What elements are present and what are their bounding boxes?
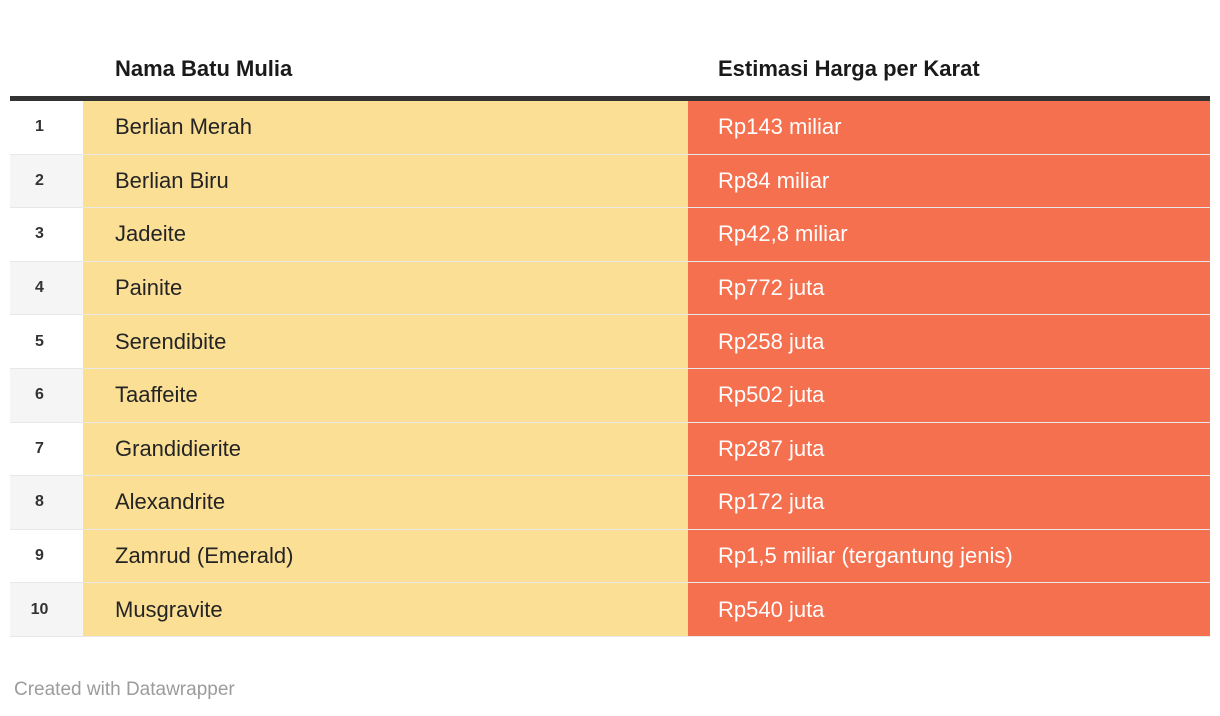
footer-credit: Created with Datawrapper bbox=[14, 679, 235, 700]
gemstone-name-cell: Berlian Merah bbox=[83, 101, 688, 154]
table-row: 9 Zamrud (Emerald) Rp1,5 miliar (tergant… bbox=[10, 529, 1210, 584]
price-cell: Rp540 juta bbox=[688, 583, 1210, 636]
price-cell: Rp772 juta bbox=[688, 261, 1210, 315]
gemstone-name-cell: Jadeite bbox=[83, 208, 688, 261]
price-cell: Rp84 miliar bbox=[688, 154, 1210, 208]
gemstone-name-cell: Berlian Biru bbox=[83, 154, 688, 208]
gemstone-name-cell: Alexandrite bbox=[83, 476, 688, 529]
rank-cell: 5 bbox=[10, 315, 83, 368]
price-cell: Rp42,8 miliar bbox=[688, 208, 1210, 261]
column-header-price: Estimasi Harga per Karat bbox=[718, 55, 980, 81]
table-row: 10 Musgravite Rp540 juta bbox=[10, 583, 1210, 637]
gemstone-name-cell: Serendibite bbox=[83, 315, 688, 368]
rank-cell: 3 bbox=[10, 208, 83, 261]
table-row: 7 Grandidierite Rp287 juta bbox=[10, 422, 1210, 477]
rank-cell: 4 bbox=[10, 261, 83, 315]
table-row: 5 Serendibite Rp258 juta bbox=[10, 315, 1210, 369]
table-row: 1 Berlian Merah Rp143 miliar bbox=[10, 101, 1210, 155]
table-row: 2 Berlian Biru Rp84 miliar bbox=[10, 154, 1210, 209]
gemstone-name-cell: Zamrud (Emerald) bbox=[83, 529, 688, 583]
rank-cell: 1 bbox=[10, 101, 83, 154]
table-row: 6 Taaffeite Rp502 juta bbox=[10, 368, 1210, 423]
rank-cell: 8 bbox=[10, 476, 83, 529]
price-cell: Rp143 miliar bbox=[688, 101, 1210, 154]
rank-cell: 6 bbox=[10, 368, 83, 422]
gemstone-name-cell: Grandidierite bbox=[83, 422, 688, 476]
price-cell: Rp287 juta bbox=[688, 422, 1210, 476]
column-header-name: Nama Batu Mulia bbox=[115, 55, 293, 81]
table-body: 1 Berlian Merah Rp143 miliar 2 Berlian B… bbox=[10, 101, 1210, 637]
gemstone-name-cell: Musgravite bbox=[83, 583, 688, 636]
table-row: 4 Painite Rp772 juta bbox=[10, 261, 1210, 316]
table-header-row: Nama Batu Mulia Estimasi Harga per Karat bbox=[10, 0, 1210, 96]
gemstone-name-cell: Taaffeite bbox=[83, 368, 688, 422]
price-cell: Rp502 juta bbox=[688, 368, 1210, 422]
table-row: 8 Alexandrite Rp172 juta bbox=[10, 476, 1210, 530]
price-cell: Rp172 juta bbox=[688, 476, 1210, 529]
header-rule bbox=[10, 96, 1210, 101]
rank-cell: 10 bbox=[10, 583, 83, 636]
price-cell: Rp258 juta bbox=[688, 315, 1210, 368]
price-cell: Rp1,5 miliar (tergantung jenis) bbox=[688, 529, 1210, 583]
gemstone-name-cell: Painite bbox=[83, 261, 688, 315]
rank-cell: 2 bbox=[10, 154, 83, 208]
rank-cell: 7 bbox=[10, 422, 83, 476]
datawrapper-table: Nama Batu Mulia Estimasi Harga per Karat… bbox=[10, 0, 1210, 637]
rank-cell: 9 bbox=[10, 529, 83, 583]
table-row: 3 Jadeite Rp42,8 miliar bbox=[10, 208, 1210, 262]
